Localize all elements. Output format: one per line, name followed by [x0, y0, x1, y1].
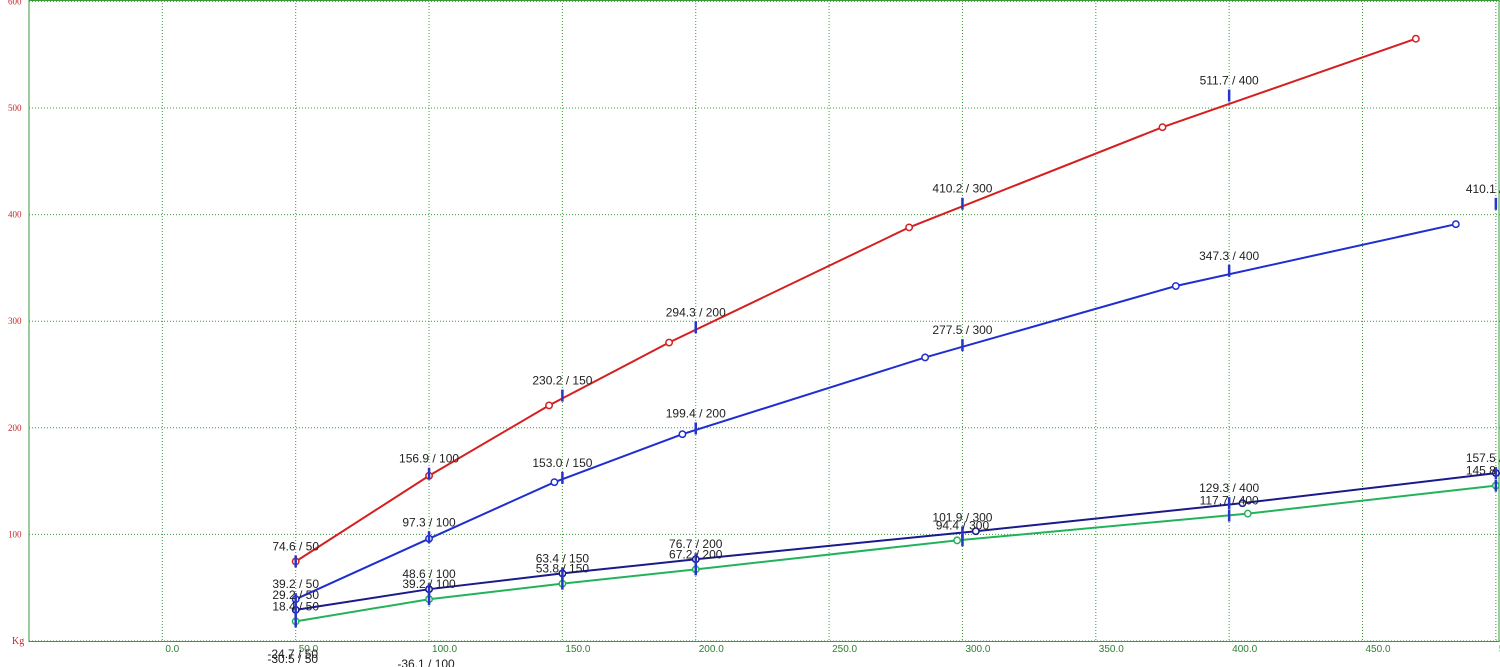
x-tick-label: 250.0 [832, 644, 857, 655]
data-label: 76.7 / 200 [669, 537, 723, 551]
data-label: 157.5 / 500 [1466, 451, 1500, 465]
series-line [295, 223, 1457, 601]
data-label: 410.2 / 300 [932, 182, 992, 196]
data-label: 277.5 / 300 [932, 323, 992, 337]
data-label: 199.4 / 200 [666, 406, 726, 420]
data-point [1171, 282, 1180, 290]
x-tick-label: 100.0 [432, 644, 457, 655]
x-tick-label: 0.0 [165, 644, 179, 655]
data-label: 97.3 / 100 [402, 515, 456, 529]
data-point [1238, 499, 1247, 508]
x-tick-label: 350.0 [1099, 644, 1124, 655]
x-tick-label: 400.0 [1232, 644, 1257, 655]
x-tick-label: 50.0 [299, 644, 319, 655]
data-label: 74.6 / 50 [272, 539, 319, 553]
data-label: 63.4 / 150 [536, 551, 590, 565]
data-label: 511.7 / 400 [1200, 74, 1259, 88]
data-label: 410.1 / 500 [1466, 182, 1500, 196]
data-label: 294.3 / 200 [666, 305, 726, 319]
y-tick-label: 600 [8, 0, 22, 6]
data-label: 117.7 / 400 [1200, 494, 1259, 508]
data-label: -24.7 / 50 [267, 647, 318, 661]
data-label: 156.9 / 100 [399, 452, 459, 466]
data-label: 153.0 / 150 [532, 456, 592, 470]
data-label: 39.2 / 100 [402, 577, 456, 591]
data-point [1243, 509, 1252, 518]
data-label: -36.1 / 100 [397, 657, 455, 667]
data-label: 347.3 / 400 [1199, 249, 1259, 263]
series-line [295, 484, 1496, 623]
x-tick-label: 150.0 [565, 644, 590, 655]
data-point [665, 338, 674, 347]
y-tick-label: 100 [8, 529, 22, 539]
data-label: -30.5 / 50 [267, 652, 318, 666]
data-point [1411, 34, 1420, 43]
data-label: 67.2 / 200 [669, 547, 723, 561]
data-point [953, 536, 962, 545]
data-label: 230.2 / 150 [532, 374, 592, 388]
data-label: 29.2 / 50 [272, 588, 319, 602]
data-point [1451, 220, 1460, 229]
data-label: 94.4 / 300 [936, 518, 990, 532]
x-tick-label: 300.0 [965, 644, 990, 655]
data-label: 53.8 / 150 [536, 562, 590, 576]
y-tick-label: 500 [8, 103, 22, 113]
data-point [550, 478, 559, 487]
data-point [545, 401, 554, 410]
y-tick-label: 400 [8, 210, 22, 220]
x-tick-label: 200.0 [699, 644, 724, 655]
y-unit-label: Kg [12, 636, 24, 647]
y-tick-label: 300 [8, 316, 22, 326]
data-point [1158, 123, 1167, 132]
data-label: 101.9 / 300 [932, 510, 992, 524]
data-label: 18.4 / 50 [272, 599, 319, 613]
series-line [295, 472, 1496, 611]
data-point [971, 527, 980, 536]
y-tick-label: 200 [8, 423, 22, 433]
x-tick-label: 450.0 [1366, 644, 1391, 655]
data-point [921, 353, 930, 362]
data-label: 48.6 / 100 [402, 567, 456, 581]
data-label: 129.3 / 400 [1199, 481, 1259, 495]
data-point [905, 223, 914, 232]
x-tick-label: 500.0 [1499, 644, 1500, 655]
data-point [678, 430, 687, 439]
data-label: 39.2 / 50 [272, 577, 319, 591]
data-label: 145.8 / 500 [1466, 464, 1500, 478]
